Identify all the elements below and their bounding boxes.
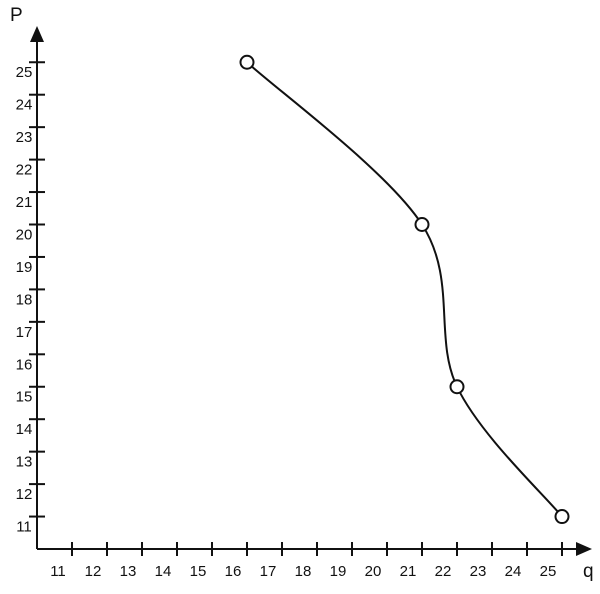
y-tick-label: 13	[16, 454, 33, 471]
x-tick-label: 16	[225, 563, 242, 580]
y-tick-label: 12	[16, 486, 33, 503]
y-tick-label: 17	[16, 324, 33, 341]
x-arrow	[576, 542, 592, 556]
x-tick-label: 23	[470, 563, 487, 580]
x-tick-label: 12	[85, 563, 102, 580]
y-tick-label: 20	[16, 226, 33, 243]
y-tick-label: 25	[16, 64, 33, 81]
y-tick-label: 21	[16, 194, 33, 211]
x-tick-label: 13	[120, 563, 137, 580]
y-axis-label: P	[10, 5, 23, 26]
x-tick-label: 22	[435, 563, 452, 580]
x-tick-label: 14	[155, 563, 172, 580]
x-tick-label: 21	[400, 563, 417, 580]
point	[414, 217, 430, 232]
x-tick-label: 20	[365, 563, 382, 580]
x-tick-label: 17	[260, 563, 277, 580]
y-tick-label: 22	[16, 162, 33, 179]
point	[449, 379, 465, 395]
x-tick-label: 19	[330, 563, 347, 580]
y-tick-label: 11	[16, 519, 32, 536]
y-tick-label: 23	[16, 129, 33, 146]
x-tick-label: 18	[295, 563, 312, 580]
y-tick-label: 15	[16, 389, 33, 406]
y-tick-label: 18	[16, 291, 33, 308]
point	[239, 54, 255, 70]
point	[554, 509, 570, 525]
y-tick-label: 24	[16, 97, 33, 114]
x-tick-label: 25	[540, 563, 557, 580]
x-tick-label: 11	[50, 563, 66, 580]
y-arrow	[30, 26, 44, 42]
x-tick-label: 24	[505, 563, 522, 580]
y-tick-label: 19	[16, 259, 33, 276]
curve	[246, 61, 563, 518]
x-tick-label: 15	[190, 563, 207, 580]
x-axis-label: q	[583, 561, 594, 582]
y-tick-label: 14	[16, 421, 33, 438]
y-tick-label: 16	[16, 356, 33, 373]
